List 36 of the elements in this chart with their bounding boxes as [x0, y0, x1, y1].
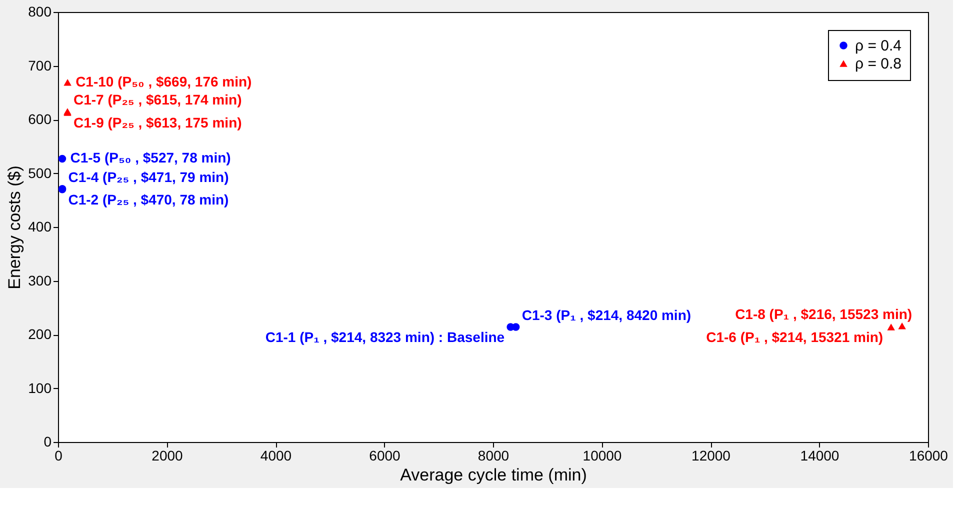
- annotation: C1-5 (P₅₀ , $527, 78 min): [70, 150, 231, 166]
- y-tick-label: 300: [28, 272, 52, 288]
- x-tick-label: 14000: [800, 448, 840, 464]
- y-tick-label: 200: [28, 326, 52, 342]
- annotation: C1-7 (P₂₅ , $615, 174 min): [73, 91, 242, 108]
- annotation: C1-6 (P₁ , $214, 15321 min): [706, 328, 884, 345]
- legend-label: ρ = 0.4: [855, 38, 902, 54]
- x-tick-label: 4000: [260, 448, 292, 464]
- point: [887, 324, 895, 330]
- x-axis-title: Average cycle time (min): [400, 466, 587, 484]
- point: [64, 79, 72, 86]
- y-axis-title: Energy costs ($): [5, 166, 24, 290]
- x-tick-label: 12000: [692, 448, 731, 464]
- x-tick-label: 2000: [152, 448, 184, 464]
- y-tick-label: 0: [44, 434, 52, 450]
- x-tick-label: 8000: [478, 448, 510, 464]
- annotation: C1-1 (P₁ , $214, 8323 min) : Baseline: [265, 328, 505, 345]
- point: [898, 322, 906, 330]
- x-tick-label: 16000: [909, 448, 948, 464]
- y-tick-label: 800: [28, 4, 52, 20]
- point: [58, 154, 66, 163]
- x-tick-label: 6000: [369, 448, 401, 464]
- y-tick-label: 700: [28, 57, 52, 74]
- x-tick-label: 10000: [582, 448, 622, 464]
- y-tick-label: 500: [28, 164, 52, 181]
- annotation: C1-9 (P₂₅ , $613, 175 min): [74, 114, 242, 131]
- annotation: C1-8 (P₁ , $216, 15523 min): [735, 306, 912, 322]
- annotation: C1-4 (P₂₅ , $471, 79 min): [68, 168, 229, 185]
- y-tick-label: 400: [28, 218, 52, 234]
- y-tick-label: 600: [28, 111, 52, 127]
- annotation: C1-2 (P₂₅ , $470, 78 min): [68, 191, 229, 208]
- y-tick-label: 100: [28, 380, 52, 396]
- annotation: C1-10 (P₅₀ , $669, 176 min): [76, 73, 252, 90]
- x-tick-label: 0: [54, 448, 63, 464]
- legend-label: ρ = 0.8: [855, 56, 902, 72]
- annotation: C1-3 (P₁ , $214, 8420 min): [522, 306, 692, 323]
